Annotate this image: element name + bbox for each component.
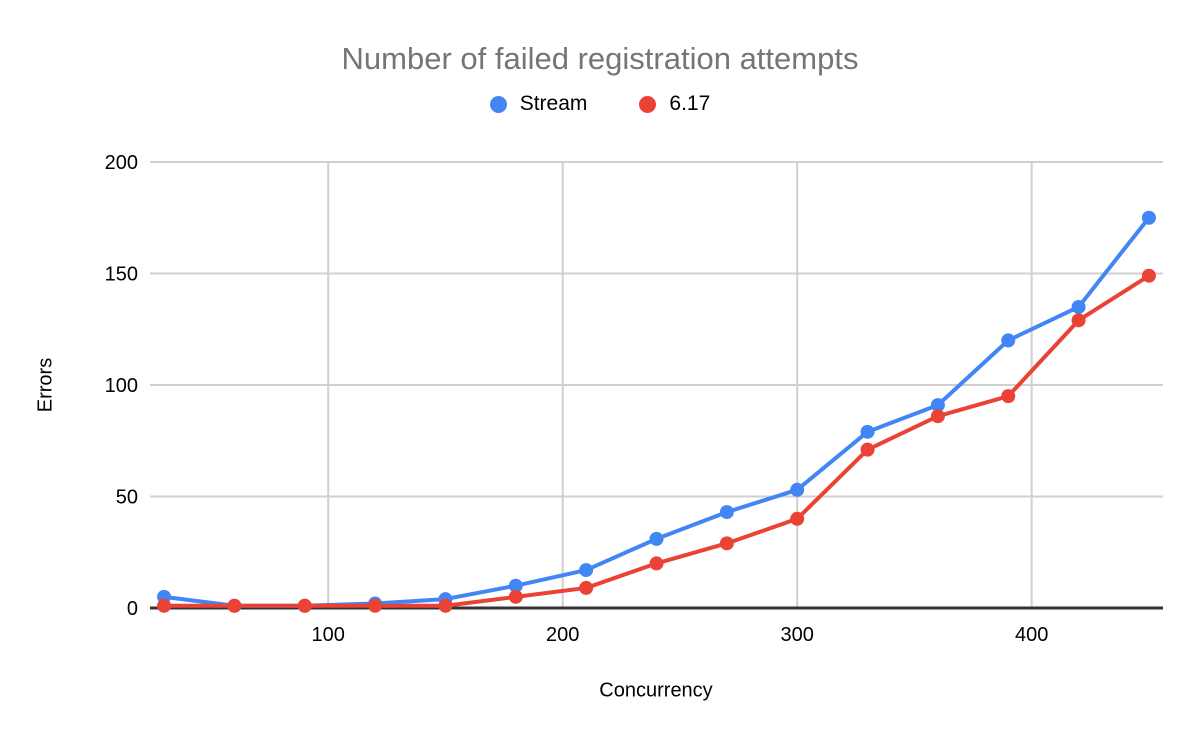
- data-point-1: [860, 442, 875, 457]
- x-axis-title: Concurrency: [599, 679, 713, 702]
- series-line-1: [162, 273, 1151, 608]
- legend-marker-617-icon: [639, 95, 657, 113]
- data-point-0: [719, 505, 734, 520]
- data-point-0: [1071, 299, 1086, 314]
- data-point-1: [579, 580, 594, 595]
- y-tick-label: 200: [105, 152, 138, 174]
- x-tick-label: 100: [312, 624, 345, 646]
- y-tick-label: 50: [116, 487, 138, 509]
- chart-title: Number of failed registration attempts: [341, 41, 859, 76]
- data-point-1: [227, 598, 242, 613]
- data-point-1: [790, 511, 805, 526]
- data-point-0: [860, 424, 875, 439]
- data-point-1: [1071, 313, 1086, 328]
- data-point-1: [438, 598, 453, 613]
- x-tick-label: 400: [1015, 624, 1048, 646]
- data-point-1: [930, 409, 945, 424]
- series-line-0: [162, 215, 1151, 608]
- legend-label-617: 6.17: [669, 92, 711, 115]
- y-tick-label: 150: [105, 264, 138, 286]
- y-tick-label: 0: [127, 598, 138, 620]
- y-tick-label: 100: [105, 375, 138, 397]
- legend-marker-stream-icon: [489, 95, 507, 113]
- data-point-0: [508, 578, 523, 593]
- data-point-1: [1001, 389, 1016, 404]
- data-point-0: [1141, 210, 1156, 225]
- data-point-1: [157, 598, 172, 613]
- legend-item-stream: Stream: [489, 92, 588, 116]
- data-point-0: [649, 531, 664, 546]
- data-point-1: [719, 536, 734, 551]
- data-point-1: [649, 556, 664, 571]
- data-point-0: [790, 482, 805, 497]
- data-point-1: [1141, 268, 1156, 283]
- data-point-1: [508, 589, 523, 604]
- data-point-0: [1001, 333, 1016, 348]
- legend-item-617: 6.17: [639, 92, 710, 116]
- data-point-0: [930, 398, 945, 413]
- x-tick-label: 300: [781, 624, 814, 646]
- data-point-1: [368, 598, 383, 613]
- data-point-0: [579, 563, 594, 578]
- x-tick-label: 200: [546, 624, 579, 646]
- data-point-1: [297, 598, 312, 613]
- legend-label-stream: Stream: [519, 92, 588, 115]
- legend: Stream 6.17: [0, 91, 1200, 117]
